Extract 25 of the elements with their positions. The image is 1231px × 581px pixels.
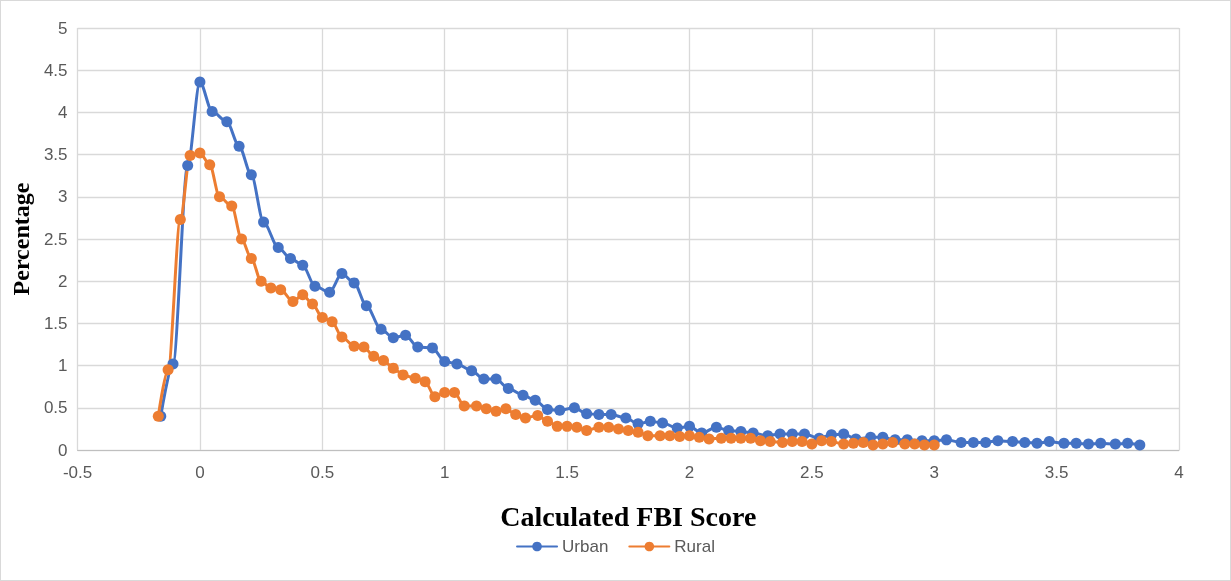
legend-label: Urban xyxy=(562,537,609,556)
x-tick-label: 1.5 xyxy=(555,463,579,482)
legend-label: Rural xyxy=(674,537,715,556)
x-tick-label: 0 xyxy=(195,463,205,482)
y-tick-label: 0 xyxy=(58,440,68,460)
y-tick-label: 1.5 xyxy=(43,313,68,333)
x-tick-label: 3 xyxy=(929,463,939,482)
y-tick-label: 1 xyxy=(58,356,68,376)
y-tick-label: 4.5 xyxy=(43,60,68,80)
y-tick-label: 3.5 xyxy=(43,145,68,165)
x-tick-label: 1 xyxy=(439,463,450,482)
x-tick-label: 2.5 xyxy=(800,463,824,482)
y-tick-label: 5 xyxy=(58,18,68,38)
y-tick-label: 4 xyxy=(58,102,68,122)
y-tick-label: 2 xyxy=(58,271,68,291)
y-tick-label: 2.5 xyxy=(43,229,68,249)
y-tick-label: 0.5 xyxy=(43,398,68,418)
x-axis-title: Calculated FBI Score xyxy=(500,500,757,532)
x-tick-label: -0.5 xyxy=(62,463,93,482)
x-tick-label: 3.5 xyxy=(1044,463,1069,482)
x-tick-label: 0.5 xyxy=(310,463,335,482)
x-tick-label: 2 xyxy=(684,463,695,482)
x-tick-label: 4 xyxy=(1174,463,1184,482)
y-tick-label: 3 xyxy=(58,187,68,207)
y-axis-title: Percentage xyxy=(8,182,34,296)
